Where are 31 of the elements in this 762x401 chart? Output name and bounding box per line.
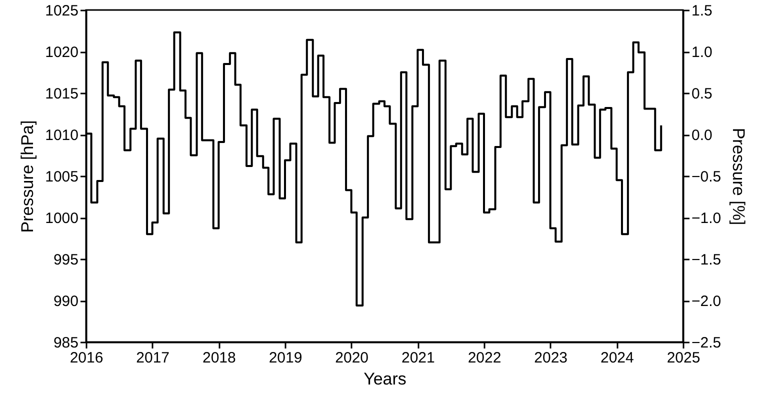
y-tick-label: 1025 <box>45 2 78 20</box>
x-tick-label: 2018 <box>202 350 236 366</box>
x-tick-label: 2022 <box>468 350 502 366</box>
y-tick-label: 990 <box>53 293 78 310</box>
y2-axis-title: Pressure [%] <box>729 128 748 226</box>
x-tick-label: 2019 <box>268 350 302 366</box>
x-tick-label: 2017 <box>136 350 170 366</box>
y-tick-label: 985 <box>53 334 78 352</box>
y-tick-label: 1015 <box>45 86 78 102</box>
y2-tick-label: 1.0 <box>692 44 712 61</box>
y-axis-title: Pressure [hPa] <box>18 120 38 233</box>
y-tick-label: 995 <box>53 252 78 268</box>
y2-tick-label: 0.0 <box>692 127 712 144</box>
x-tick-label: 2021 <box>401 350 435 366</box>
y2-tick-label: −2.0 <box>692 293 722 310</box>
y2-tick-label: −1.0 <box>692 210 722 227</box>
x-tick-label: 2023 <box>534 350 568 366</box>
y2-tick-label: −0.5 <box>692 168 722 186</box>
x-tick-label: 2024 <box>600 350 634 366</box>
x-tick-label: 2016 <box>70 350 104 366</box>
y-tick-label: 1010 <box>45 127 78 144</box>
y-tick-label: 1020 <box>45 44 78 61</box>
x-tick-label: 2020 <box>335 350 369 366</box>
x-axis-title: Years <box>364 370 406 388</box>
y2-tick-label: −2.5 <box>692 334 722 352</box>
y2-tick-label: 0.5 <box>692 86 712 102</box>
y-tick-label: 1000 <box>45 210 78 227</box>
y2-tick-label: 1.5 <box>692 2 712 20</box>
x-tick-label: 2025 <box>666 350 700 366</box>
y-tick-label: 1005 <box>45 168 78 186</box>
y2-tick-label: −1.5 <box>692 252 722 268</box>
